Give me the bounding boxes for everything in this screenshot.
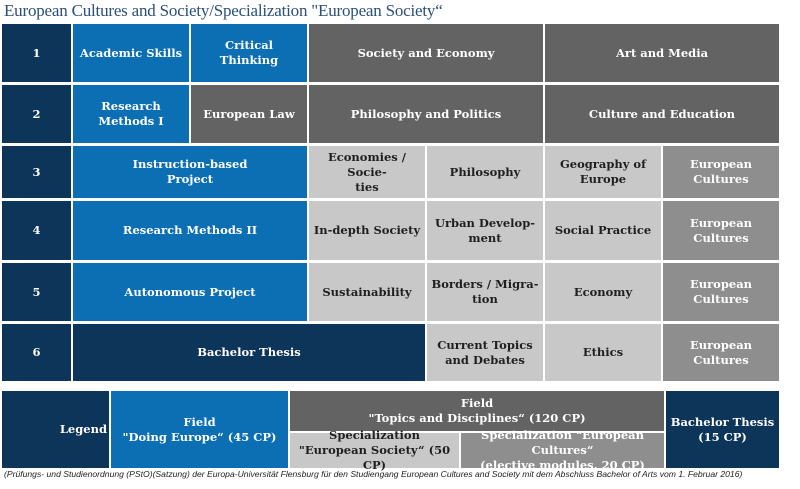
page-title: European Cultures and Society/Specializa… [4, 1, 443, 20]
module-economies-societies: Economies / Socie- ties [309, 146, 425, 198]
module-european-cultures-4: European Cultures [663, 201, 779, 260]
legend-spec-european-society: Specialization "European Society“ (50 CP… [290, 428, 459, 472]
module-urban-development: Urban Develop- ment [427, 201, 543, 260]
legend-topics-disciplines: Field "Topics and Disciplines“ (120 CP) [290, 391, 664, 431]
module-culture-education: Culture and Education [545, 85, 779, 143]
module-current-topics: Current Topics and Debates [427, 324, 543, 381]
semester-2: 2 [2, 85, 71, 143]
module-research-methods-1: Research Methods I [73, 85, 189, 143]
module-borders-migration: Borders / Migra- tion [427, 263, 543, 321]
module-european-cultures-3: European Cultures [663, 146, 779, 198]
module-autonomous-project: Autonomous Project [73, 263, 307, 321]
footnote: (Prüfungs- und Studienordnung (PStO)(Sat… [4, 469, 743, 479]
legend-spec-european-cultures: Specialization "European Cultures“ (elec… [461, 428, 664, 472]
module-economy: Economy [545, 263, 661, 321]
semester-1: 1 [2, 24, 71, 82]
semester-3: 3 [2, 146, 71, 198]
module-social-practice: Social Practice [545, 201, 661, 260]
module-sustainability: Sustainability [309, 263, 425, 321]
module-academic-skills: Academic Skills [73, 24, 189, 82]
module-european-law: European Law [191, 85, 307, 143]
semester-4: 4 [2, 201, 71, 260]
module-art-media: Art and Media [545, 24, 779, 82]
legend-doing-europe: Field "Doing Europe“ (45 CP) [111, 391, 288, 468]
module-indepth-society: In-depth Society [309, 201, 425, 260]
semester-6: 6 [2, 324, 71, 381]
module-bachelor-thesis: Bachelor Thesis [73, 324, 425, 381]
module-geography-europe: Geography of Europe [545, 146, 661, 198]
module-philosophy-politics: Philosophy and Politics [309, 85, 543, 143]
semester-5: 5 [2, 263, 71, 321]
module-instruction-project: Instruction-based Project [73, 146, 307, 198]
module-european-cultures-6: European Cultures [663, 324, 779, 381]
legend-label: Legend [2, 391, 109, 468]
module-philosophy: Philosophy [427, 146, 543, 198]
module-european-cultures-5: European Cultures [663, 263, 779, 321]
module-society-economy: Society and Economy [309, 24, 543, 82]
module-critical-thinking: Critical Thinking [191, 24, 307, 82]
module-research-methods-2: Research Methods II [73, 201, 307, 260]
legend-bachelor-thesis: Bachelor Thesis (15 CP) [666, 391, 779, 468]
module-ethics: Ethics [545, 324, 661, 381]
